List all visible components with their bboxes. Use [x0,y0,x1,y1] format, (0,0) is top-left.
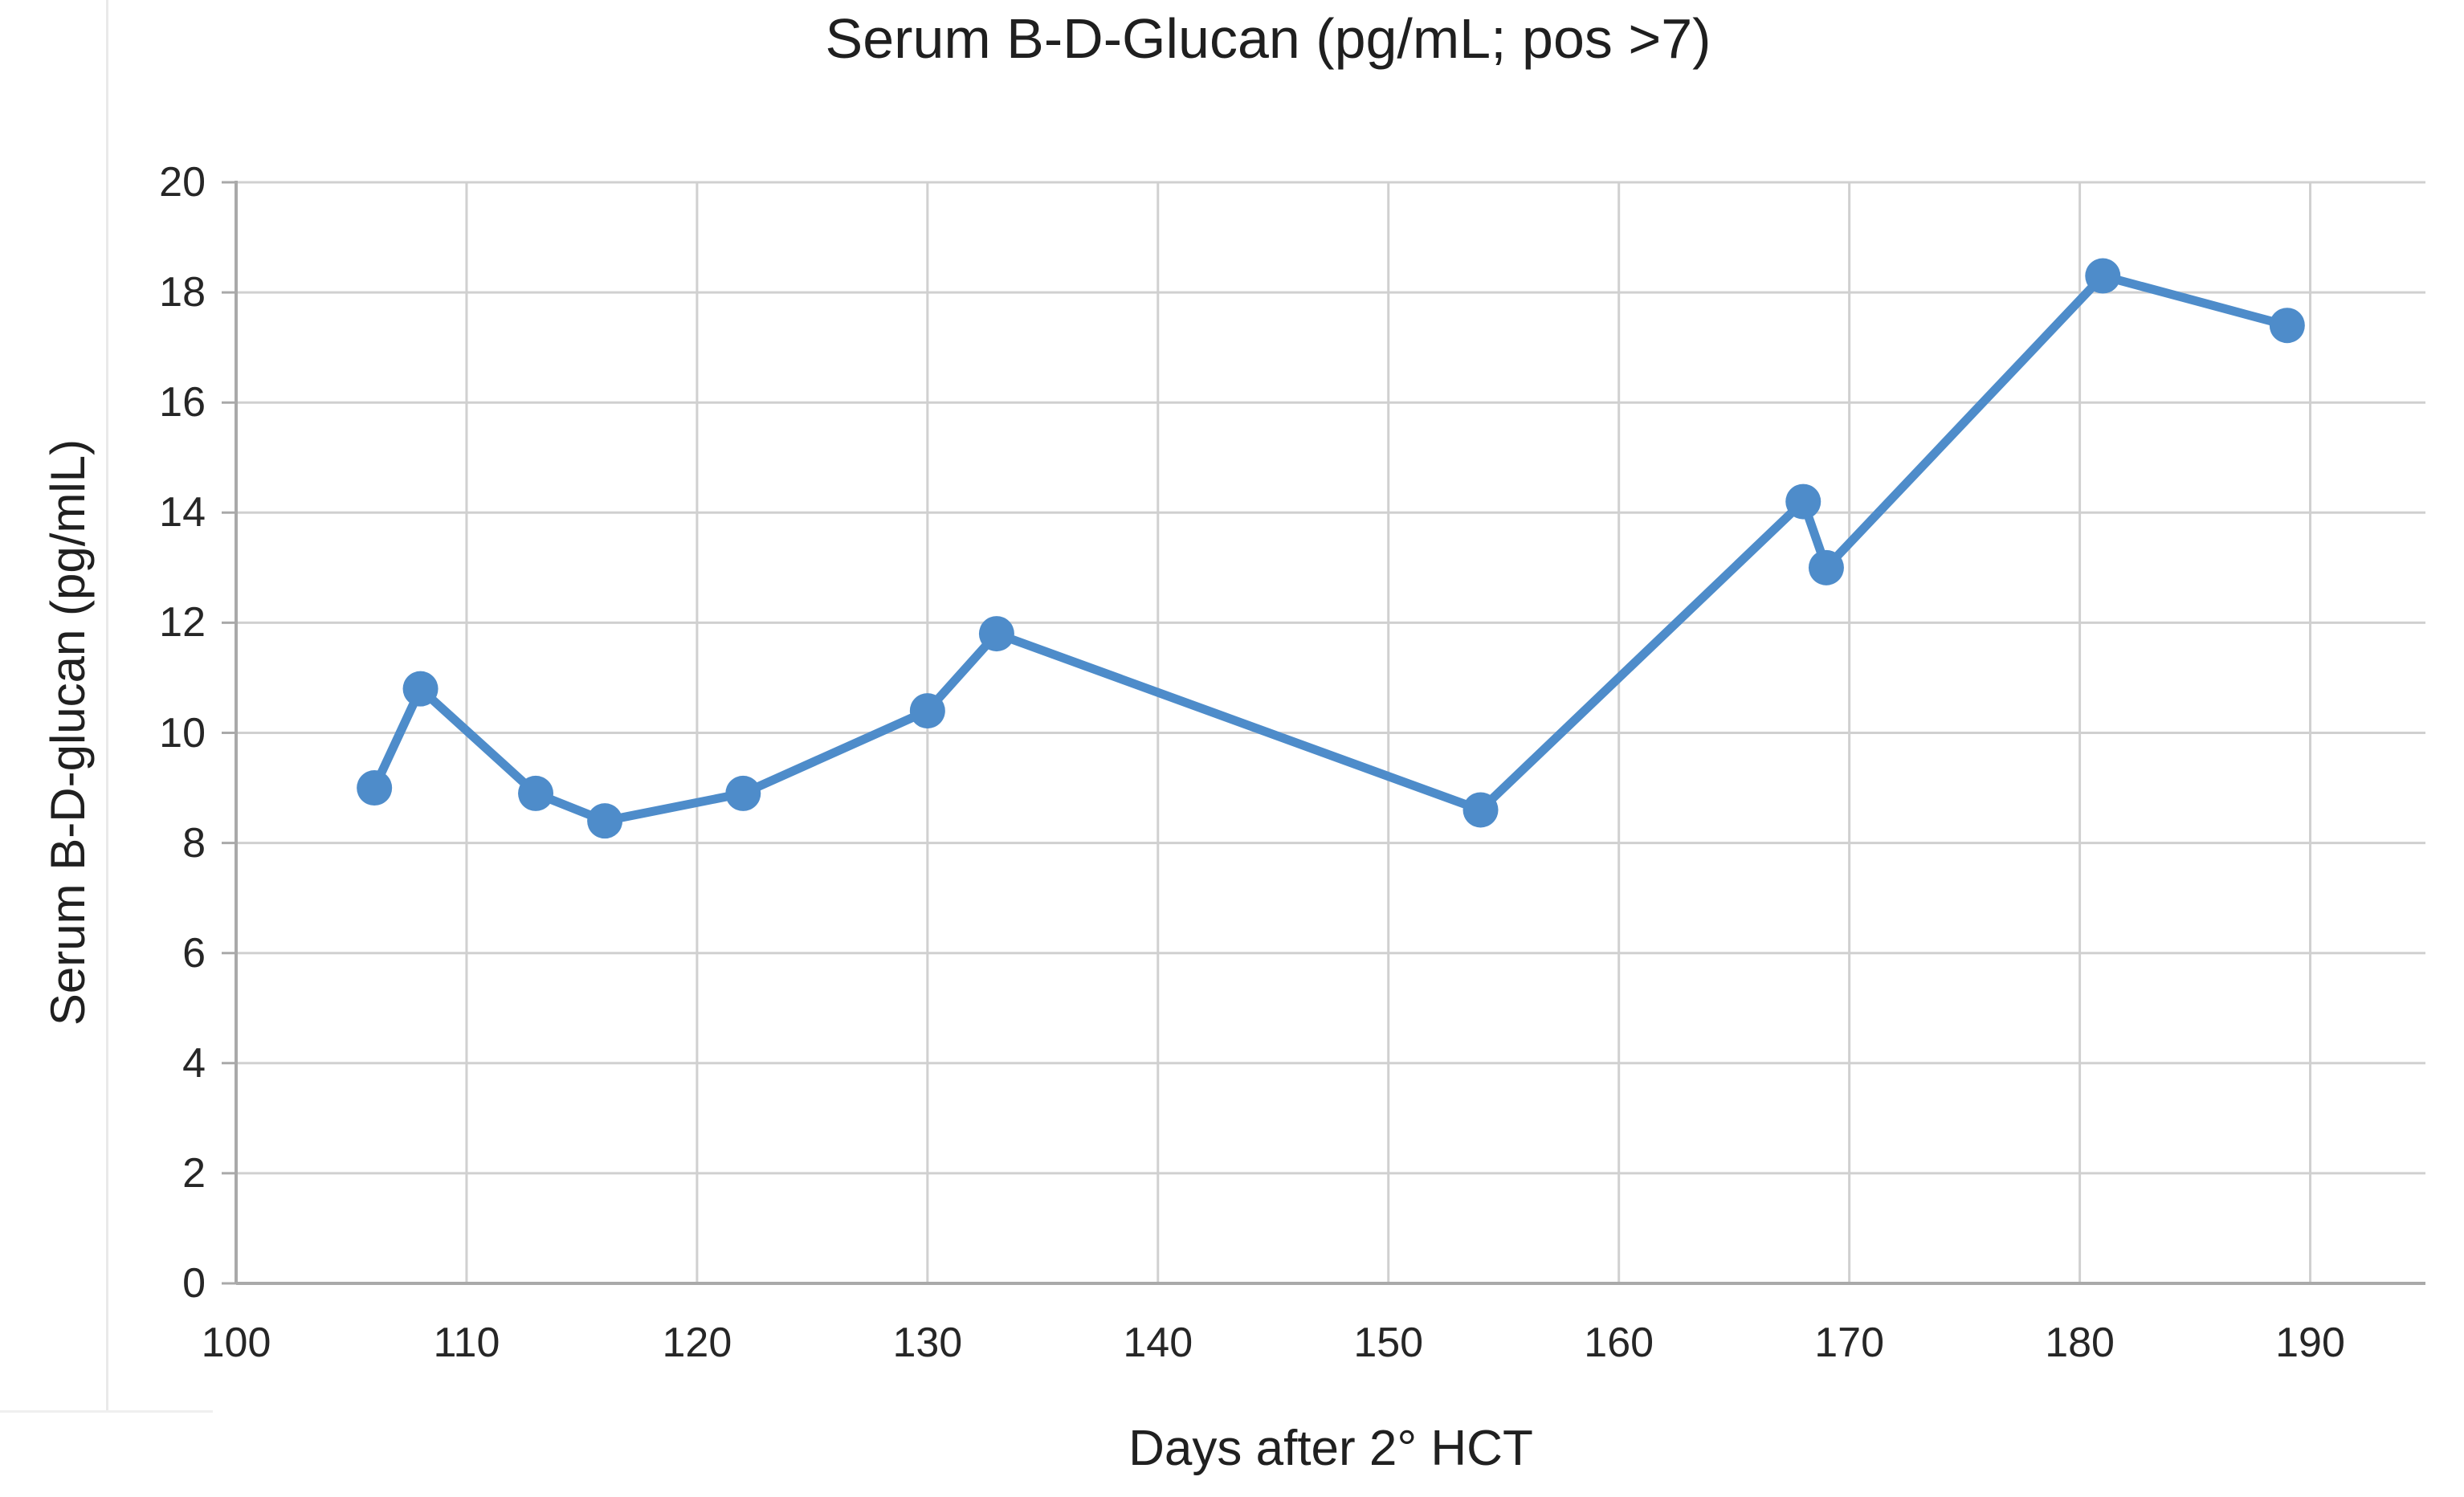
y-tick-label-4: 4 [182,1039,206,1087]
x-tick-label-190: 190 [2275,1320,2345,1366]
y-tick-label-14: 14 [159,489,206,536]
y-tick-label-20: 20 [159,159,206,206]
y-tick-label-12: 12 [159,599,206,647]
x-axis-title: Days after 2° HCT [1128,1421,1533,1476]
y-tick-label-18: 18 [159,269,206,316]
x-tick-label-160: 160 [1584,1320,1654,1366]
y-tick-label-10: 10 [159,709,206,757]
x-tick-label-140: 140 [1123,1320,1193,1366]
x-tick-label-100: 100 [201,1320,271,1366]
data-series-line [369,271,2292,826]
y-tick-label-2: 2 [182,1149,206,1197]
gridlines [236,181,2425,1283]
screenshot-edge-horizontal-line [0,1410,213,1413]
x-tick-label-150: 150 [1353,1320,1424,1366]
data-point-markers [357,258,2305,839]
screenshot-edge-vertical-line [106,0,108,1411]
y-tick-label-16: 16 [159,379,206,426]
x-tick-label-130: 130 [892,1320,963,1366]
x-tick-label-170: 170 [1814,1320,1884,1366]
x-tick-label-110: 110 [433,1320,500,1366]
x-tick-label-120: 120 [662,1320,732,1366]
chart-title: Serum B-D-Glucan (pg/mL; pos >7) [825,7,1711,70]
y-tick-label-8: 8 [182,819,206,867]
y-tick-label-0: 0 [182,1260,206,1307]
x-tick-label-180: 180 [2045,1320,2115,1366]
y-tick-label-6: 6 [182,929,206,977]
y-axis-tick-marks [222,181,236,1285]
